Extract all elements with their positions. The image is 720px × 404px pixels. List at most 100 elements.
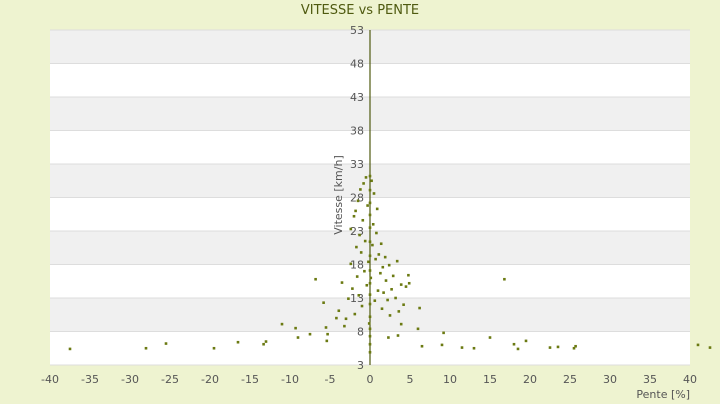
data-point <box>368 188 372 192</box>
data-point <box>516 347 520 351</box>
y-axis-label: Vitesse [km/h] <box>332 155 345 235</box>
data-point <box>399 283 403 286</box>
x-tick-label: -25 <box>161 373 179 386</box>
data-point <box>369 276 373 280</box>
data-point <box>368 293 372 296</box>
data-point <box>407 281 411 285</box>
data-point <box>351 287 354 290</box>
data-point <box>362 182 365 185</box>
data-point <box>326 332 329 336</box>
data-point <box>418 306 421 310</box>
data-point <box>386 298 389 302</box>
y-tick-label: 3 <box>357 359 364 372</box>
data-point <box>363 269 366 273</box>
y-tick-label: 33 <box>350 158 364 171</box>
data-point <box>384 279 388 282</box>
data-point <box>360 304 364 308</box>
data-point <box>379 271 382 275</box>
x-tick-label: -30 <box>121 373 139 386</box>
data-point <box>460 346 464 349</box>
data-point <box>371 243 374 247</box>
data-point <box>387 263 391 267</box>
data-point <box>374 257 377 261</box>
x-tick-label: -40 <box>41 373 59 386</box>
data-point <box>442 331 445 335</box>
data-point <box>388 314 392 317</box>
data-point <box>368 269 372 272</box>
data-point <box>404 285 408 288</box>
data-point <box>377 253 381 256</box>
data-point <box>68 347 72 351</box>
data-point <box>367 260 370 264</box>
data-point <box>262 342 265 346</box>
data-point <box>349 262 353 266</box>
data-point <box>308 332 312 336</box>
x-tick-label: 15 <box>483 373 497 386</box>
data-point <box>359 251 363 254</box>
data-point <box>512 342 516 346</box>
data-point <box>397 310 401 313</box>
y-tick-label: 8 <box>357 326 364 339</box>
y-tick-label: 23 <box>350 225 364 238</box>
data-point <box>382 291 385 294</box>
data-point <box>353 312 357 316</box>
data-point <box>212 346 216 350</box>
x-tick-label: 10 <box>443 373 457 386</box>
data-point <box>368 334 372 338</box>
data-point <box>144 346 148 350</box>
data-point <box>395 259 399 263</box>
data-point <box>335 316 338 320</box>
data-point <box>373 299 377 302</box>
data-point <box>280 322 284 326</box>
data-point <box>375 231 378 235</box>
data-point <box>394 296 397 300</box>
data-point <box>372 192 376 195</box>
x-tick-label: -5 <box>325 373 336 386</box>
data-point <box>236 340 240 344</box>
x-tick-label: 40 <box>683 373 697 386</box>
data-point <box>358 233 361 237</box>
x-tick-label: 35 <box>643 373 657 386</box>
data-point <box>708 346 712 349</box>
data-point <box>379 242 383 246</box>
data-point <box>164 342 168 345</box>
data-point <box>402 303 405 306</box>
data-point <box>325 339 329 343</box>
data-point <box>368 281 372 285</box>
data-point <box>368 315 372 319</box>
data-point <box>390 287 393 291</box>
data-point <box>375 207 379 211</box>
x-tick-label: -20 <box>201 373 219 386</box>
data-point <box>314 277 317 281</box>
data-point <box>396 334 400 337</box>
data-point <box>368 350 372 354</box>
x-tick-label: 30 <box>603 373 617 386</box>
data-point <box>368 174 372 178</box>
data-point <box>352 214 356 218</box>
y-tick-label: 48 <box>350 58 364 71</box>
y-tick-label: 43 <box>350 91 364 104</box>
data-point <box>359 188 362 191</box>
data-point <box>416 327 420 331</box>
data-point <box>524 339 528 343</box>
data-point <box>366 204 369 207</box>
data-point <box>356 199 360 203</box>
data-point <box>368 342 372 346</box>
data-point <box>387 336 390 339</box>
data-point <box>488 336 492 339</box>
data-point <box>368 254 372 258</box>
data-point <box>361 218 365 222</box>
data-point <box>380 307 384 311</box>
data-point <box>368 302 372 306</box>
data-point <box>340 281 344 284</box>
data-point <box>354 209 357 213</box>
data-point <box>355 245 358 249</box>
data-point <box>574 344 577 348</box>
x-tick-label: 20 <box>523 373 537 386</box>
data-point <box>349 227 353 231</box>
data-point <box>368 201 372 205</box>
data-point <box>368 240 372 244</box>
data-point <box>364 176 368 179</box>
